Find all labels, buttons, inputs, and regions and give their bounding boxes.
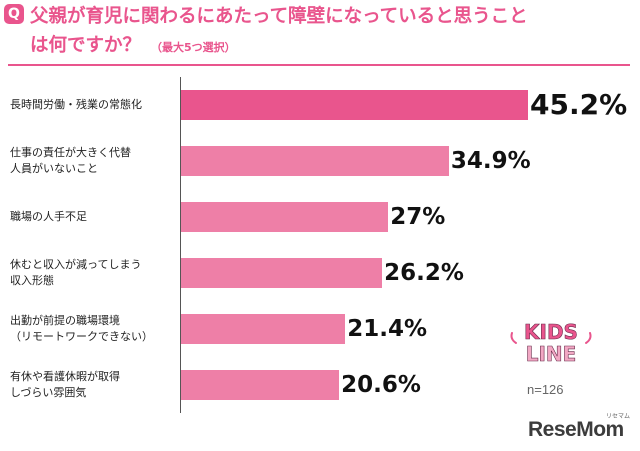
title-line-1: 父親が育児に関わるにあたって障壁になっていると思うこと [30,6,528,27]
category-label-text: 出勤が前提の職場環境 （リモートワークできない） [10,313,153,345]
data-label: 34.9% [450,148,531,174]
logo-swirl-right [585,332,592,344]
category-label: 出勤が前提の職場環境 （リモートワークできない） [10,311,176,347]
bar [181,90,528,120]
category-label-line: 休むと収入が減ってしまう [10,258,142,271]
title-line-2-text: は何ですか？ [30,35,142,56]
category-label-line: 収入形態 [10,274,54,287]
category-label: 有休や看護休暇が取得 しづらい雰囲気 [10,367,176,403]
title-note: （最大5つ選択） [151,41,236,54]
category-label: 長時間労働・残業の常態化 [10,87,176,123]
category-label-text: 長時間労働・残業の常態化 [10,97,142,113]
category-label-text: 有休や看護休暇が取得 しづらい雰囲気 [10,369,120,401]
category-label-line: しづらい雰囲気 [10,386,87,399]
category-label-line: （リモートワークできない） [10,330,153,343]
category-label-text: 仕事の責任が大きく代替 人員がいないこと [10,145,131,177]
category-label-line: 出勤が前提の職場環境 [10,314,120,327]
category-label-line: 長時間労働・残業の常態化 [10,98,142,111]
category-label-line: 有休や看護休暇が取得 [10,370,120,383]
kidsline-logo: KIDS LINE [510,320,592,366]
logo-text-line: LINE [526,342,577,366]
resemom-logo: ReseMom [528,418,624,441]
data-label: 45.2% [530,88,628,121]
category-axis [180,77,181,413]
publisher-kana: リセマム [606,413,631,420]
category-label: 休むと収入が減ってしまう 収入形態 [10,255,176,291]
category-label-line: 人員がいないこと [10,162,98,175]
logo-swirl-left [510,332,517,344]
bar [181,258,383,288]
data-label: 26.2% [384,260,464,286]
page-title: 父親が育児に関わるにあたって障壁になっていると思うこと は何ですか？ （最大5つ選… [30,2,630,62]
category-label-text: 休むと収入が減ってしまう 収入形態 [10,257,141,289]
title-line-2: は何ですか？ （最大5つ選択） [30,31,630,62]
category-label-text: 職場の人手不足 [10,209,87,225]
bar [181,146,449,176]
bar [181,370,340,400]
data-label: 27% [390,204,446,230]
category-label-line: 仕事の責任が大きく代替 [10,146,131,159]
data-label: 20.6% [341,372,421,398]
category-label: 仕事の責任が大きく代替 人員がいないこと [10,143,176,179]
bar [181,202,389,232]
category-label: 職場の人手不足 [10,199,176,235]
sample-size-label: n=126 [527,382,564,397]
logo-text-kids: KIDS [524,320,578,344]
question-badge: Q [4,4,24,24]
title-divider [8,64,630,66]
category-label-line: 職場の人手不足 [10,210,87,223]
data-label: 21.4% [347,316,428,342]
bar [181,314,346,344]
